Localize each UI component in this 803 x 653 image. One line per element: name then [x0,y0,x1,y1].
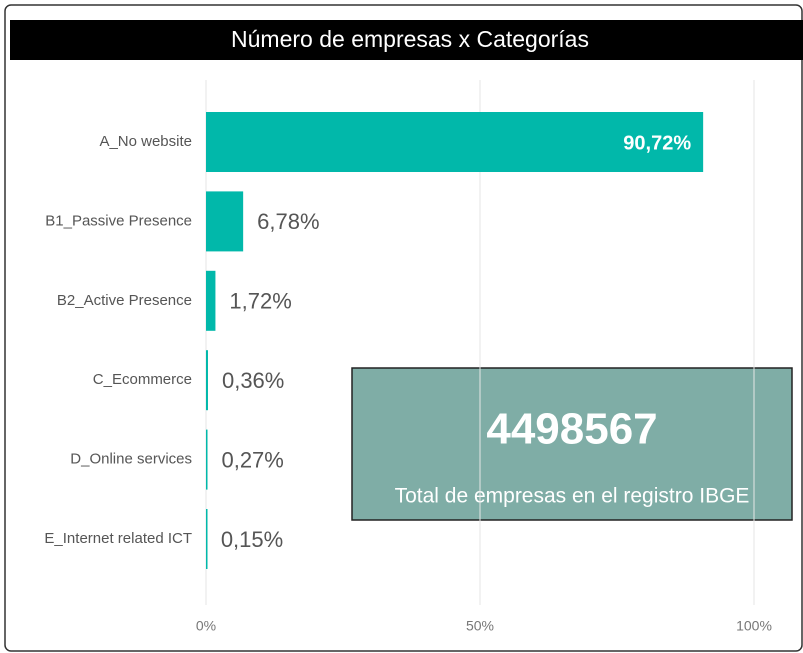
y-tick-label: E_Internet related ICT [44,530,192,547]
x-tick-label: 100% [736,618,772,634]
bar [206,112,704,172]
y-tick-label: D_Online services [70,451,192,468]
kpi-value: 4498567 [486,405,657,454]
bar [206,350,208,411]
y-tick-label: B2_Active Presence [57,292,192,309]
y-tick-label: C_Ecommerce [93,371,192,388]
data-label: 1,72% [229,289,291,314]
frame [4,4,803,652]
title-bar [10,20,803,60]
bar [206,191,244,252]
data-label: 0,15% [221,527,283,552]
bar [206,509,208,569]
kpi-label: Total de empresas en el registro IBGE [395,485,750,508]
y-tick-label: A_No website [99,133,192,150]
x-tick-label: 0% [196,618,216,634]
data-label: 90,72% [623,132,691,154]
chart-title: Número de empresas x Categorías [231,26,589,52]
data-label: 0,36% [222,368,284,393]
y-tick-label: B1_Passive Presence [45,212,192,229]
kpi-card [351,367,793,521]
bar [206,270,216,331]
x-tick-label: 50% [466,618,494,634]
bar [206,429,208,490]
data-label: 6,78% [257,209,319,234]
data-label: 0,27% [221,447,283,472]
